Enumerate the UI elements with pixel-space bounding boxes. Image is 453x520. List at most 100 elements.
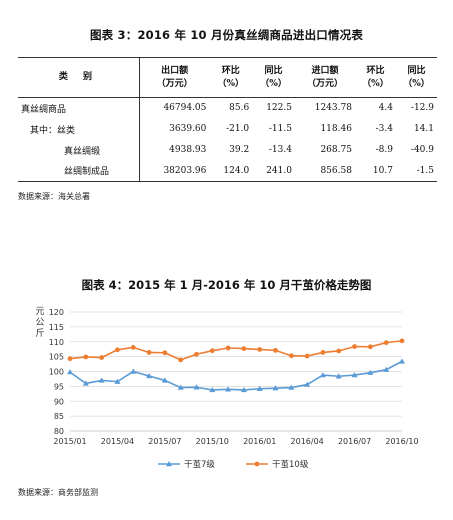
header-category: 类 别	[18, 57, 140, 98]
data-point	[162, 350, 168, 356]
legend-marker	[166, 461, 172, 467]
data-point	[256, 385, 263, 391]
x-tick-label: 2015/10	[196, 437, 229, 446]
cell-export-value: 3639.60	[138, 118, 210, 140]
header-export-mom: 环比 （%）	[209, 57, 253, 98]
data-point	[399, 338, 405, 344]
data-point	[351, 372, 358, 378]
data-point	[193, 384, 200, 390]
y-tick-label: 95	[54, 382, 64, 391]
data-point	[114, 378, 121, 384]
cell-import-value: 268.75	[320, 145, 352, 155]
header-export-value: 出口额 （万元）	[138, 57, 210, 98]
cell-import-value: 1243.78	[314, 103, 352, 114]
header-import-yoy: 同比 （%）	[395, 57, 437, 98]
y-tick-label: 100	[49, 368, 64, 377]
data-point	[130, 368, 137, 374]
data-point	[335, 373, 342, 379]
trade-table: 类 别 出口额 （万元） 环比 （%） 同比 （%） 进口额 （万元） 环比 （…	[18, 57, 437, 182]
table-title: 图表 3：2016 年 10 月份真丝绸商品进出口情况表	[89, 28, 364, 42]
y-axis-label: 元公斤	[35, 307, 44, 339]
y-axis-label-char: 元	[35, 307, 44, 317]
x-tick-label: 2016/07	[338, 437, 371, 446]
data-point	[225, 386, 232, 392]
chart-title: 图表 4：2015 年 1 月-2016 年 10 月干茧价格走势图	[81, 278, 372, 292]
cell-import-yoy: -40.9	[410, 145, 434, 155]
data-point	[146, 350, 152, 355]
cell-export-mom: 85.6	[229, 103, 250, 114]
data-point	[83, 354, 89, 360]
data-point	[319, 372, 326, 378]
table-row: 真丝绸缎 4938.93 39.2 -13.4 268.75 -8.9 -40.…	[18, 139, 437, 161]
table-header-row: 类 别 出口额 （万元） 环比 （%） 同比 （%） 进口额 （万元） 环比 （…	[18, 57, 437, 98]
row-label: 真丝绸商品	[21, 104, 67, 115]
cell-export-mom: 124.0	[209, 160, 253, 182]
legend-marker	[254, 461, 260, 467]
data-point	[98, 377, 105, 383]
chart-series	[67, 338, 405, 393]
series-grade10	[67, 338, 405, 363]
chart-grid	[70, 311, 402, 432]
y-tick-label: 115	[49, 323, 64, 332]
header-import-value: 进口额 （万元）	[294, 57, 355, 98]
table-source-note: 数据来源：海关总署	[18, 192, 90, 201]
data-point	[304, 381, 311, 387]
table-row: 真丝绸商品 46794.05 85.6 122.5 1243.78 4.4 -1…	[18, 97, 437, 119]
legend-label: 干茧7级	[184, 459, 215, 470]
cell-export-mom: 39.2	[229, 145, 250, 155]
cell-import-value: 118.46	[320, 124, 352, 134]
cell-export-value: 46794.05	[138, 97, 210, 119]
data-point	[241, 346, 247, 351]
cell-import-yoy: -1.5	[395, 160, 437, 182]
row-label: 真丝绸缎	[64, 146, 101, 157]
data-point	[367, 344, 373, 350]
series-line	[69, 360, 403, 391]
data-point	[161, 377, 168, 383]
cell-export-value: 4938.93	[138, 139, 210, 161]
cell-export-yoy: -13.4	[268, 145, 292, 155]
y-tick-label: 80	[54, 427, 64, 436]
cell-import-yoy: -12.9	[410, 103, 434, 114]
data-point	[257, 347, 263, 352]
cell-import-yoy: 14.1	[413, 124, 434, 134]
data-point	[320, 350, 326, 355]
data-point	[67, 356, 73, 362]
y-tick-label: 85	[54, 412, 64, 421]
y-axis: 80 85 90 95 100 105 110 115 120 元公斤	[35, 307, 64, 436]
y-tick-label: 105	[49, 353, 64, 362]
legend-item: 干茧7级	[158, 459, 215, 470]
data-point	[367, 369, 374, 375]
data-point	[288, 353, 294, 359]
x-tick-label: 2016/04	[291, 437, 324, 446]
series-line	[69, 340, 403, 361]
header-export-yoy: 同比 （%）	[252, 57, 295, 98]
cell-import-mom: -8.9	[375, 145, 393, 155]
y-tick-label: 90	[54, 397, 64, 406]
cell-export-yoy: 122.5	[266, 103, 292, 114]
x-tick-label: 2015/01	[53, 437, 86, 446]
row-label: 其中：丝类	[30, 125, 76, 136]
data-point	[115, 347, 120, 353]
x-tick-label: 2016/01	[243, 437, 276, 446]
data-point	[240, 386, 247, 393]
y-axis-label-char: 公	[35, 317, 44, 328]
row-label: 丝绸制成品	[18, 160, 140, 182]
header-import-mom: 环比 （%）	[354, 57, 396, 98]
cell-import-mom: 4.4	[378, 103, 393, 114]
table-row: 丝绸制成品 38203.96 124.0 241.0 856.58 10.7 -…	[18, 160, 437, 182]
series-grade7	[67, 358, 405, 393]
data-point	[399, 358, 405, 364]
cell-export-yoy: -11.5	[268, 124, 292, 134]
data-point	[209, 348, 215, 354]
data-point	[130, 345, 136, 350]
cell-import-value: 856.58	[294, 160, 355, 182]
x-tick-label: 2015/04	[101, 437, 134, 446]
data-point	[67, 369, 73, 375]
data-point	[272, 385, 279, 391]
data-point	[383, 340, 389, 346]
data-point	[288, 384, 295, 390]
cell-export-value: 38203.96	[138, 160, 210, 182]
data-point	[273, 347, 278, 353]
cell-export-yoy: 241.0	[252, 160, 295, 182]
